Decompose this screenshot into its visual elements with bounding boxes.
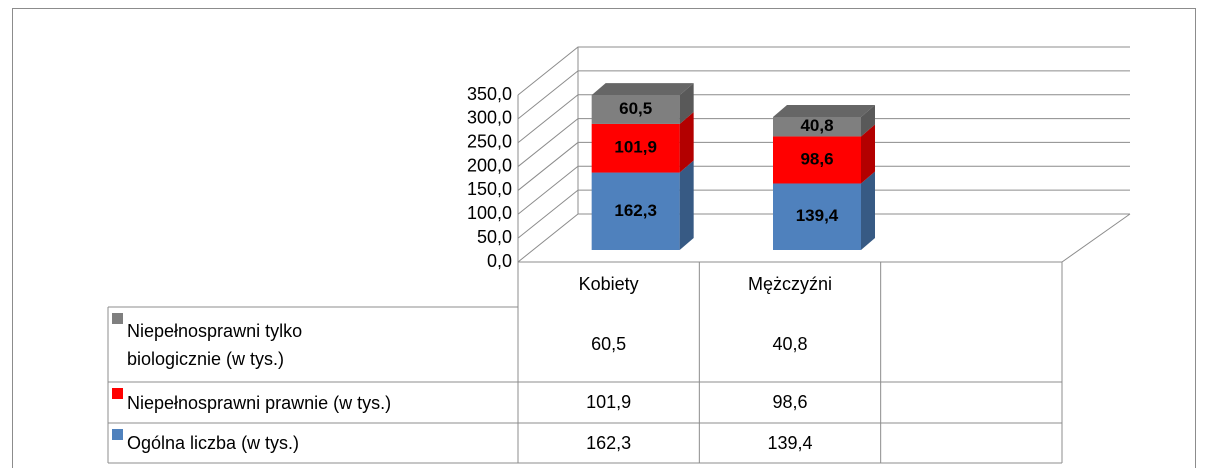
table-value: 162,3 [586, 432, 632, 453]
bar-side [861, 124, 875, 184]
legend-label: Ogólna liczba (w tys.) [127, 433, 300, 453]
bar-side [679, 111, 694, 173]
grid-line [517, 70, 1130, 120]
legend-marker [112, 388, 123, 399]
category-header: Mężczyźni [747, 274, 832, 294]
grid-line [517, 46, 1130, 96]
y-tick-label: 300,0 [467, 108, 512, 128]
legend-marker [112, 429, 123, 440]
data-label: 162,3 [614, 201, 657, 220]
bar-side [861, 104, 875, 137]
legend-marker [112, 313, 123, 324]
grid-line [517, 118, 1130, 167]
grid-line [517, 213, 1130, 263]
y-tick-label: 150,0 [467, 179, 512, 199]
bar-side [861, 171, 875, 250]
data-label: 60,5 [619, 99, 652, 118]
y-tick-label: 200,0 [467, 155, 512, 175]
grid-line [517, 94, 1130, 144]
legend-cell: Ogólna liczba (w tys.) [112, 423, 516, 463]
data-label: 98,6 [800, 149, 833, 168]
legend-label: Niepełnosprawni tylko biologicznie (w ty… [127, 320, 303, 369]
table-value: 139,4 [767, 432, 813, 453]
y-tick-label: 50,0 [477, 227, 512, 247]
legend-cell: Niepełnosprawni prawnie (w tys.) [112, 382, 516, 423]
y-tick-label: 0,0 [487, 251, 512, 271]
table-value: 101,9 [586, 392, 632, 412]
chart-frame [12, 8, 1196, 468]
bar-top [773, 104, 875, 117]
table-value: 40,8 [772, 334, 808, 354]
bar-top [591, 83, 694, 96]
y-tick-label: 350,0 [467, 84, 512, 104]
y-tick-label: 250,0 [467, 131, 512, 151]
bar-segment [591, 95, 680, 124]
bar-segment [591, 172, 680, 250]
data-label: 101,9 [614, 138, 657, 157]
table-value: 98,6 [772, 392, 808, 412]
legend-cell: Niepełnosprawni tylko biologicznie (w ty… [112, 307, 516, 382]
y-tick-label: 100,0 [467, 203, 512, 223]
table-value: 60,5 [591, 334, 627, 354]
grid-line [517, 141, 1130, 191]
grid-line [517, 189, 1130, 239]
bar-side [679, 83, 694, 124]
legend-label: Niepełnosprawni prawnie (w tys.) [127, 392, 392, 413]
bar-side [679, 160, 694, 250]
data-label: 139,4 [796, 206, 839, 225]
bar-segment [773, 116, 861, 137]
data-label: 40,8 [800, 116, 833, 135]
bar-segment [773, 136, 861, 184]
bar-segment [591, 123, 680, 173]
bar-segment [773, 183, 861, 250]
grid-line [517, 165, 1130, 215]
category-header: Kobiety [578, 274, 639, 294]
